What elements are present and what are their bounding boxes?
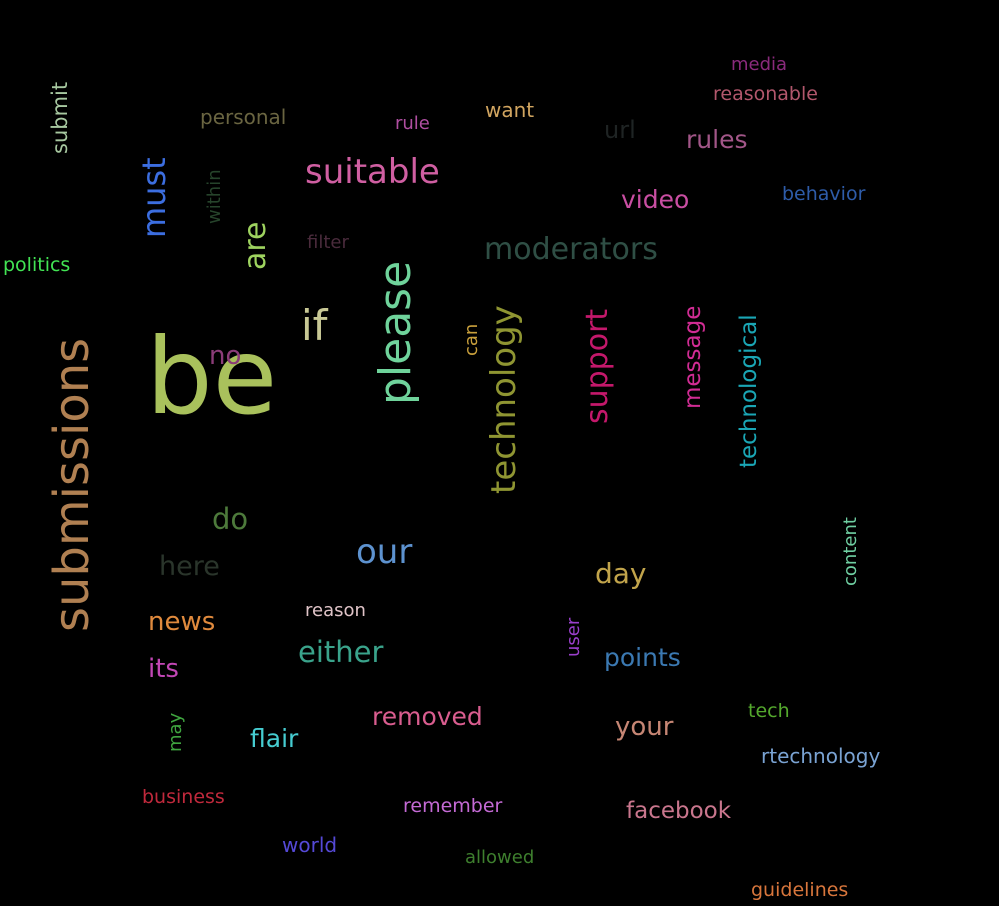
word-personal: personal [200, 105, 287, 129]
word-flair: flair [250, 724, 299, 753]
word-support: support [580, 308, 615, 424]
word-here: here [159, 551, 220, 582]
word-day: day [595, 557, 647, 590]
word-please: please [370, 260, 421, 405]
word-its: its [148, 654, 179, 684]
word-submissions: submissions [44, 337, 100, 632]
word-technological: technological [736, 314, 762, 468]
word-guidelines: guidelines [751, 879, 849, 901]
word-rules: rules [686, 125, 748, 154]
word-news: news [148, 607, 216, 637]
word-business: business [142, 786, 225, 808]
word-want: want [485, 98, 535, 122]
word-may: may [165, 712, 186, 752]
word-behavior: behavior [782, 183, 866, 205]
word-rtechnology: rtechnology [761, 744, 881, 768]
word-filter: filter [307, 232, 349, 253]
word-url: url [604, 116, 636, 144]
word-moderators: moderators [484, 232, 658, 267]
word-video: video [621, 185, 690, 214]
word-world: world [282, 833, 338, 857]
word-technology: technology [484, 305, 524, 494]
word-facebook: facebook [626, 798, 732, 824]
word-points: points [604, 643, 681, 672]
word-no: no [209, 341, 242, 371]
word-your: your [615, 712, 674, 742]
word-do: do [212, 502, 249, 536]
word-removed: removed [372, 702, 483, 731]
word-reasonable: reasonable [713, 83, 818, 105]
word-either: either [298, 635, 384, 669]
word-are: are [238, 221, 273, 270]
word-if: if [301, 301, 328, 350]
word-must: must [135, 157, 173, 238]
word-our: our [356, 532, 413, 572]
word-remember: remember [403, 795, 503, 817]
word-submit: submit [48, 81, 72, 154]
word-politics: politics [3, 254, 71, 276]
word-tech: tech [748, 700, 790, 722]
word-allowed: allowed [465, 847, 535, 868]
word-within: within [204, 169, 225, 224]
word-message: message [680, 305, 706, 409]
word-can: can [461, 323, 482, 356]
word-content: content [840, 517, 861, 586]
word-rule: rule [395, 113, 430, 134]
word-suitable: suitable [305, 152, 440, 192]
word-user: user [563, 617, 584, 657]
word-be: be [146, 316, 278, 438]
word-media: media [731, 54, 788, 75]
word-reason: reason [305, 600, 366, 621]
